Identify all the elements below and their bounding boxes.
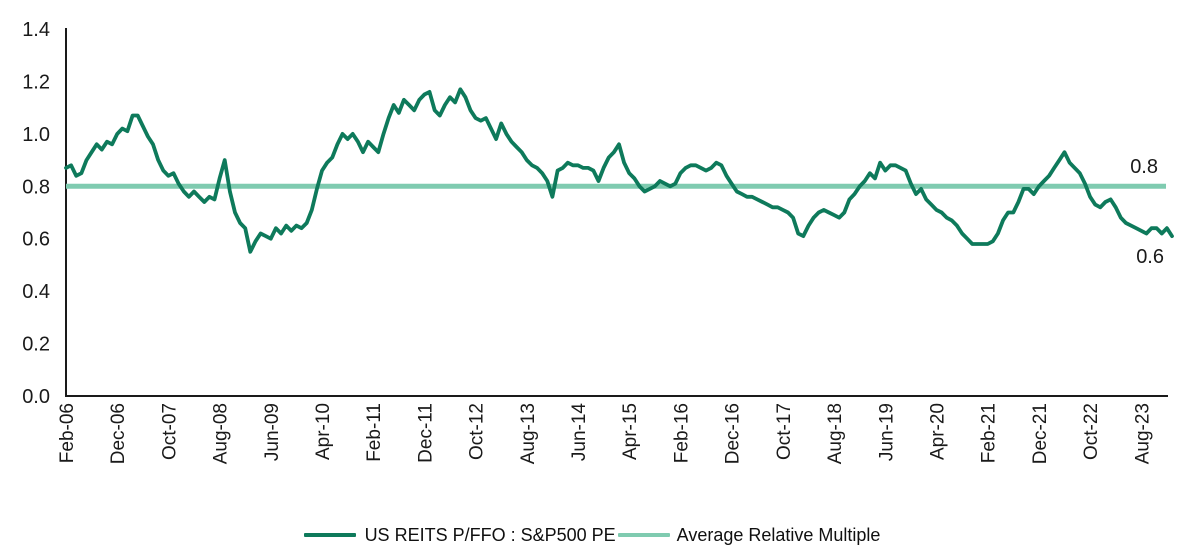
average-line-value-label: 0.8 [1130,156,1158,178]
x-tick-label: Oct-22 [1081,403,1102,460]
y-tick-label: 0.0 [22,386,50,408]
x-tick-label: Dec-11 [415,403,436,463]
x-tick-label: Apr-20 [927,403,948,460]
x-tick-label: Jun-19 [876,403,897,461]
reits-series-legend-swatch [303,533,356,537]
y-tick-label: 0.6 [22,229,50,251]
y-tick-label: 0.4 [22,281,50,303]
x-tick-label: Aug-08 [211,403,232,464]
series-last-value-label: 0.6 [1136,246,1164,268]
x-tick-label: Feb-11 [364,403,385,462]
y-tick-label: 0.8 [22,176,50,198]
x-tick-label: Aug-23 [1132,403,1153,464]
x-tick-label: Dec-16 [723,403,744,464]
x-tick-label: Jun-09 [262,403,283,461]
x-tick-label: Feb-06 [57,403,78,463]
axis-lines [65,28,1168,397]
x-tick-label: Oct-07 [159,403,180,460]
reits-series-legend-label: US REITS P/FFO : S&P500 PE [364,524,616,545]
x-tick-label: Oct-12 [467,403,488,460]
x-tick-label: Jun-14 [569,403,590,462]
average-line-legend-label: Average Relative Multiple [676,524,881,545]
average-line-legend-swatch [617,533,670,537]
x-tick-label: Apr-15 [620,403,641,460]
y-tick-label: 1.0 [22,124,50,146]
y-tick-label: 1.2 [22,71,50,93]
y-tick-label: 0.2 [22,334,50,356]
legend: US REITS P/FFO : S&P500 PE Average Relat… [0,520,1184,550]
x-tick-label: Feb-16 [671,403,692,463]
x-tick-label: Feb-21 [979,403,1000,463]
x-tick-label: Apr-10 [313,403,334,460]
x-tick-label: Dec-21 [1030,403,1051,464]
x-tick-label: Oct-17 [774,403,795,460]
reits-pffo-sp500-pe-line [64,87,1174,254]
x-tick-label: Dec-06 [108,403,129,464]
y-tick-label: 1.4 [22,19,50,41]
x-tick-label: Aug-18 [825,403,846,464]
x-tick-label: Aug-13 [518,403,539,464]
